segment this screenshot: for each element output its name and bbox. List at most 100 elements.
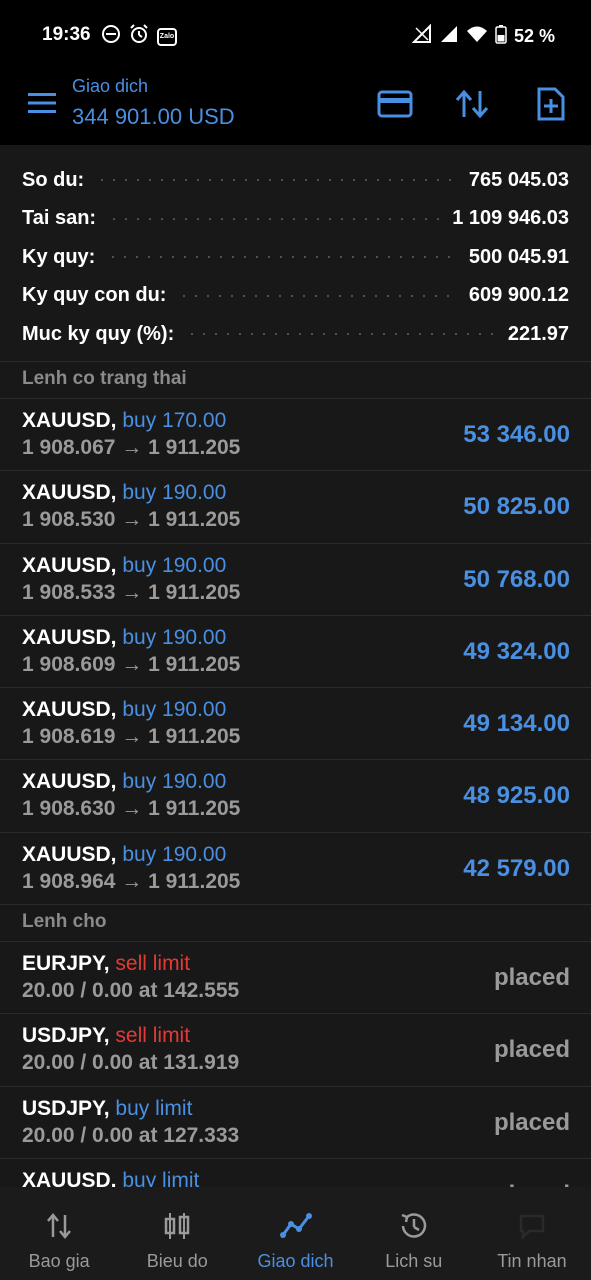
summary-label: Tai san: — [22, 207, 97, 230]
account-balance: 344 901.00 USD — [72, 104, 235, 129]
trend-line-icon — [279, 1209, 313, 1243]
no-signal-icon — [411, 23, 432, 49]
status-time: 19:36 — [42, 24, 91, 45]
nav-item-giao-dich[interactable]: Giao dich — [236, 1187, 354, 1280]
new-document-icon[interactable] — [531, 84, 571, 124]
candlestick-icon — [160, 1209, 194, 1243]
nav-item-lich-su[interactable]: Lich su — [355, 1187, 473, 1280]
nav-label: Lich su — [385, 1251, 443, 1271]
order-side: buy limit — [122, 1168, 200, 1192]
order-side: buy 190.00 — [122, 553, 227, 577]
order-profit: 50 768.00 — [463, 565, 570, 593]
order-side: buy 190.00 — [122, 698, 227, 722]
order-details: 20.00 / 0.00 at 131.919 — [22, 1051, 240, 1075]
order-symbol: XAUUSD, — [22, 481, 117, 505]
summary-row: Ky quy: 500 045.91 — [0, 238, 591, 277]
order-symbol: EURJPY, — [22, 952, 110, 975]
summary-value: 765 045.03 — [468, 168, 569, 191]
account-summary: So du: 765 045.03 Tai san: 1 109 946.03 … — [0, 145, 591, 362]
order-side: buy 190.00 — [122, 770, 227, 794]
order-symbol: XAUUSD, — [22, 770, 117, 794]
page-title: Giao dich — [72, 76, 149, 96]
order-profit: 49 134.00 — [463, 710, 570, 738]
order-side: buy 170.00 — [122, 409, 227, 432]
order-prices: 1 908.964 → 1 911.205 — [22, 869, 241, 893]
summary-row: Muc ky quy (%): 221.97 — [0, 315, 591, 354]
summary-value: 221.97 — [507, 322, 569, 345]
order-prices: 1 908.619 → 1 911.205 — [22, 725, 241, 749]
signal-icon — [439, 24, 459, 49]
section-title: Lenh cho — [22, 911, 107, 932]
zalo-icon: Zalo — [157, 27, 177, 46]
nav-item-tin-nhan[interactable]: Tin nhan — [473, 1187, 591, 1280]
menu-icon[interactable] — [26, 90, 58, 116]
order-symbol: XAUUSD, — [22, 409, 117, 432]
order-symbol: XAUUSD, — [22, 625, 117, 649]
dotted-leader — [186, 333, 496, 336]
order-prices: 1 908.609 → 1 911.205 — [22, 652, 241, 676]
summary-row: Tai san: 1 109 946.03 — [0, 200, 591, 239]
sort-arrows-icon[interactable] — [452, 84, 492, 124]
order-side: sell limit — [115, 952, 191, 975]
order-row[interactable]: XAUUSD, buy 190.00 1 908.530 → 1 911.205… — [0, 471, 591, 544]
pending-order-row[interactable]: EURJPY, sell limit 20.00 / 0.00 at 142.5… — [0, 942, 591, 1015]
order-profit: 50 825.00 — [463, 493, 570, 521]
chat-icon — [515, 1209, 549, 1243]
order-symbol: XAUUSD, — [22, 553, 117, 577]
summary-label: Ky quy con du: — [22, 284, 167, 307]
order-prices: 1 908.533 → 1 911.205 — [22, 580, 241, 604]
nav-label: Tin nhan — [497, 1251, 567, 1271]
order-status: placed — [493, 964, 570, 991]
order-symbol: XAUUSD, — [22, 698, 117, 722]
dotted-leader — [108, 217, 441, 220]
order-details: 20.00 / 0.00 at 127.333 — [22, 1123, 240, 1147]
dotted-leader — [96, 179, 457, 182]
order-row[interactable]: XAUUSD, buy 190.00 1 908.533 → 1 911.205… — [0, 543, 591, 616]
nav-label: Bao gia — [28, 1251, 90, 1271]
pending-order-row[interactable]: USDJPY, buy limit 20.00 / 0.00 at 127.33… — [0, 1086, 591, 1159]
wifi-icon — [466, 24, 488, 49]
order-side: buy 190.00 — [122, 481, 227, 505]
open-orders-list: XAUUSD, buy 170.00 1 908.067 → 1 911.205… — [0, 399, 591, 906]
minus-circle-icon — [101, 24, 121, 49]
order-profit: 42 579.00 — [463, 854, 570, 882]
nav-item-bao-gia[interactable]: Bao gia — [0, 1187, 118, 1280]
order-prices: 1 908.530 → 1 911.205 — [22, 508, 241, 532]
section-header-open-orders: Lenh co trang thai — [0, 361, 591, 399]
battery-percent: 52 % — [513, 26, 555, 46]
order-status: placed — [493, 1036, 570, 1064]
dotted-leader — [107, 256, 457, 259]
order-row[interactable]: XAUUSD, buy 190.00 1 908.609 → 1 911.205… — [0, 615, 591, 689]
order-symbol: USDJPY, — [22, 1096, 110, 1120]
order-symbol: XAUUSD, — [22, 1168, 117, 1192]
summary-value: 1 109 946.03 — [452, 207, 569, 230]
order-side: sell limit — [115, 1024, 191, 1048]
summary-value: 609 900.12 — [468, 284, 569, 307]
battery-icon — [495, 24, 507, 49]
summary-row: So du: 765 045.03 — [0, 161, 591, 200]
card-icon[interactable] — [375, 84, 415, 124]
pending-order-row[interactable]: USDJPY, sell limit 20.00 / 0.00 at 131.9… — [0, 1014, 591, 1087]
summary-row: Ky quy con du: 609 900.12 — [0, 277, 591, 316]
order-profit: 53 346.00 — [463, 421, 570, 448]
alarm-icon — [129, 24, 149, 49]
summary-label: So du: — [22, 168, 85, 191]
order-symbol: XAUUSD, — [22, 842, 117, 866]
dotted-leader — [178, 294, 457, 297]
nav-item-bieu-do[interactable]: Bieu do — [118, 1187, 236, 1280]
summary-label: Ky quy: — [22, 245, 96, 268]
order-row[interactable]: XAUUSD, buy 190.00 1 908.619 → 1 911.205… — [0, 688, 591, 761]
order-prices: 1 908.067 → 1 911.205 — [22, 436, 241, 459]
order-details: 20.00 / 0.00 at 142.555 — [22, 979, 240, 1002]
order-row[interactable]: XAUUSD, buy 170.00 1 908.067 → 1 911.205… — [0, 399, 591, 472]
order-row[interactable]: XAUUSD, buy 190.00 1 908.964 → 1 911.205… — [0, 832, 591, 906]
order-profit: 49 324.00 — [463, 637, 570, 665]
bottom-navigation: Bao gia Bieu do Giao dich Lich su Tin nh… — [0, 1187, 591, 1280]
summary-value: 500 045.91 — [468, 245, 569, 268]
order-status: placed — [493, 1108, 570, 1136]
order-row[interactable]: XAUUSD, buy 190.00 1 908.630 → 1 911.205… — [0, 760, 591, 833]
summary-label: Muc ky quy (%): — [22, 322, 175, 345]
order-symbol: USDJPY, — [22, 1024, 110, 1048]
nav-label: Bieu do — [146, 1251, 208, 1271]
order-prices: 1 908.630 → 1 911.205 — [22, 797, 241, 821]
